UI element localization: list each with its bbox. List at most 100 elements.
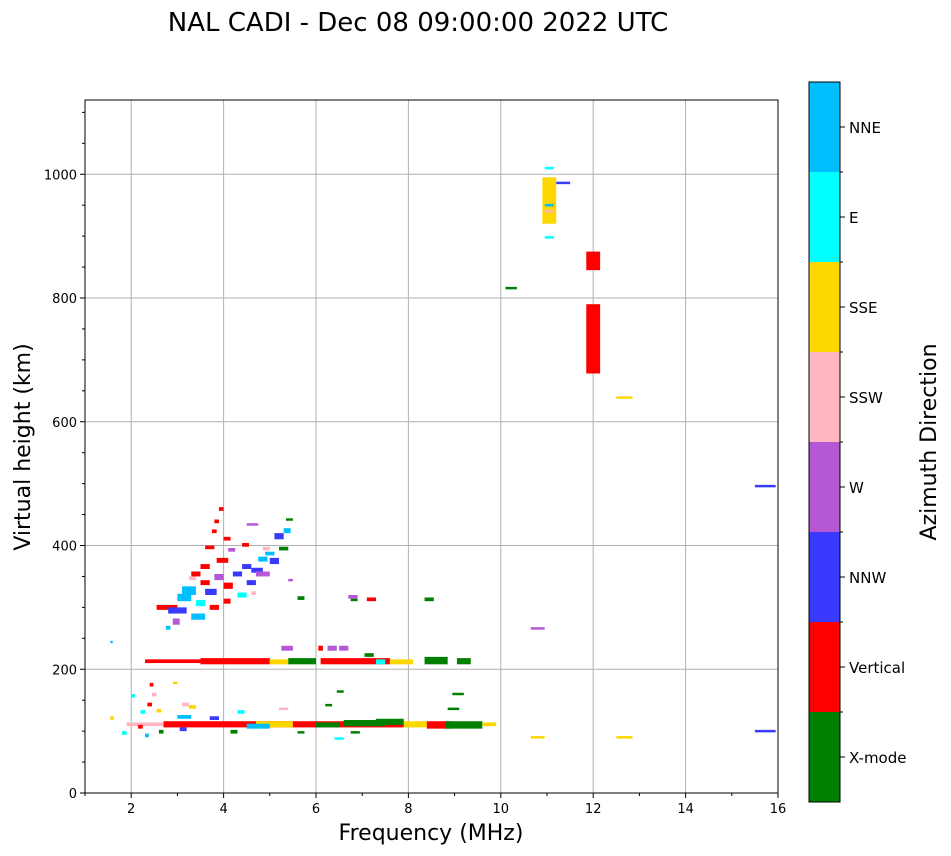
data-point: [262, 546, 270, 551]
x-tick-label: 4: [219, 802, 227, 817]
data-point: [274, 533, 284, 540]
data-point: [334, 737, 344, 740]
data-point: [279, 546, 289, 551]
data-point: [325, 703, 333, 707]
x-tick-label: 2: [127, 802, 135, 817]
data-point: [482, 722, 497, 727]
data-point: [350, 731, 360, 734]
data-point: [212, 529, 217, 534]
data-point: [214, 573, 224, 581]
data-point: [191, 613, 206, 620]
colorbar-swatch: [809, 82, 840, 172]
data-point: [530, 627, 545, 630]
data-point: [200, 658, 270, 665]
colorbar-swatch: [809, 622, 840, 712]
data-point: [327, 645, 337, 651]
data-point: [376, 718, 404, 725]
data-point: [156, 604, 178, 610]
data-point: [228, 547, 236, 552]
data-point: [145, 733, 149, 738]
data-point: [336, 690, 344, 693]
colorbar-title: Azimuth Direction: [917, 343, 942, 540]
data-point: [242, 564, 252, 570]
data-point: [424, 656, 448, 665]
data-point: [182, 702, 189, 707]
data-point: [242, 543, 250, 547]
y-tick-label: 1000: [44, 168, 77, 183]
data-point: [297, 596, 305, 600]
colorbar-label: NNW: [849, 569, 886, 587]
data-point: [616, 396, 633, 399]
colorbar: X-mode Vertical NNW W SSW SSE E NNE: [808, 81, 906, 803]
data-point: [237, 592, 247, 598]
data-point: [281, 645, 293, 651]
data-point: [188, 576, 196, 581]
data-point: [452, 692, 464, 696]
data-point: [754, 484, 776, 488]
data-point: [348, 595, 358, 599]
data-point: [165, 625, 171, 630]
data-point: [195, 599, 206, 607]
x-tick-label: 14: [677, 802, 694, 817]
x-axis-ticks: 2 4 6 8 10 12 14 16: [84, 793, 786, 817]
data-point: [223, 536, 231, 541]
data-point: [389, 659, 414, 665]
data-point: [216, 557, 229, 563]
colorbar-label: NNE: [849, 119, 881, 137]
x-tick-label: 6: [312, 802, 320, 817]
colorbar-swatch: [809, 712, 840, 802]
y-tick-label: 800: [52, 292, 77, 307]
data-point: [265, 551, 275, 556]
data-point: [586, 251, 601, 271]
data-point: [318, 645, 323, 651]
data-point: [223, 582, 233, 589]
y-tick-label: 400: [52, 540, 77, 555]
data-point: [182, 586, 196, 595]
data-point: [121, 731, 127, 735]
data-point: [544, 236, 554, 239]
colorbar-label: Vertical: [849, 659, 905, 677]
colorbar-label: X-mode: [849, 749, 906, 767]
grid-lines: [85, 100, 779, 794]
y-tick-label: 0: [69, 787, 77, 802]
x-tick-label: 8: [404, 802, 412, 817]
data-point: [556, 181, 571, 185]
data-point: [288, 578, 293, 582]
data-point: [246, 523, 259, 526]
data-point: [223, 598, 231, 604]
data-point: [251, 567, 263, 573]
data-point: [205, 588, 217, 595]
data-point: [279, 707, 289, 711]
data-point: [168, 607, 187, 614]
data-point: [218, 507, 224, 511]
data-point: [188, 705, 196, 709]
data-point: [258, 556, 268, 562]
data-point: [426, 721, 450, 729]
data-point: [366, 597, 377, 602]
data-point: [205, 545, 215, 550]
data-point: [316, 722, 340, 728]
colorbar-swatch: [809, 532, 840, 622]
data-point: [138, 724, 143, 729]
data-point: [283, 528, 291, 534]
data-point: [297, 731, 305, 734]
data-point: [158, 729, 164, 734]
data-point: [544, 166, 554, 170]
colorbar-label: W: [849, 479, 864, 497]
data-point: [126, 722, 164, 727]
data-point: [110, 640, 113, 644]
data-point: [285, 518, 293, 521]
data-point: [403, 721, 427, 728]
data-point: [147, 702, 152, 707]
data-point: [110, 716, 114, 720]
data-point: [151, 692, 157, 697]
y-tick-label: 600: [52, 416, 77, 431]
y-axis-label: Virtual height (km): [11, 343, 36, 550]
data-point: [172, 681, 178, 685]
x-tick-label: 10: [493, 802, 510, 817]
data-point: [288, 658, 316, 665]
data-point: [156, 708, 162, 713]
data-point: [505, 286, 517, 290]
data-point: [246, 723, 270, 729]
